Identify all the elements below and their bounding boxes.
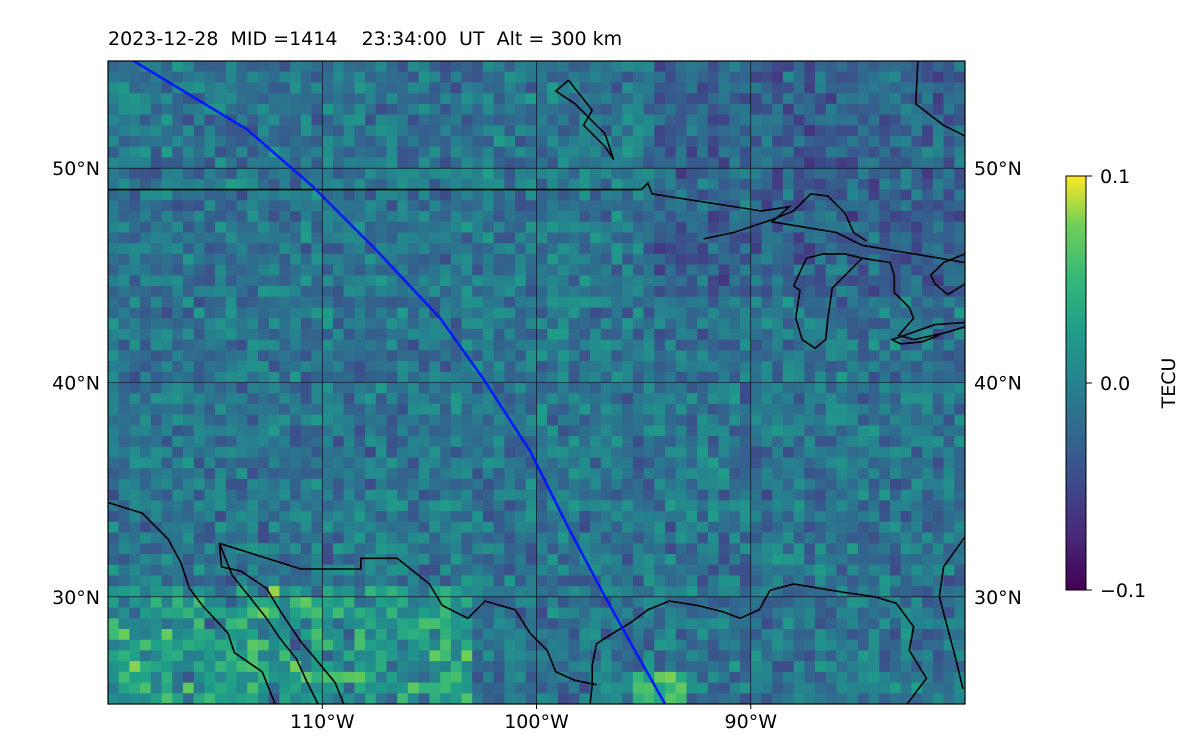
- tec-pixel-grid: [108, 61, 965, 704]
- coastlines: [108, 61, 965, 704]
- coastline-segment: [792, 253, 864, 350]
- lon-tick-label: 90°W: [725, 711, 778, 733]
- lat-tick-label-right: 40°N: [974, 373, 1022, 395]
- map-panel[interactable]: [107, 60, 966, 715]
- map-gridlines: [108, 61, 965, 704]
- coastline-segment: [914, 61, 965, 137]
- coastline-segment: [108, 181, 965, 264]
- colorbar-ticks: 0.1 0.0 −0.1: [1086, 166, 1146, 602]
- figure-title: 2023-12-28 MID =1414 23:34:00 UT Alt = 3…: [108, 28, 623, 50]
- colorbar-gradient: [1065, 175, 1087, 591]
- coastline-segment: [554, 79, 615, 161]
- lat-tick-label-right: 50°N: [974, 158, 1022, 180]
- coastline-segment: [218, 543, 319, 704]
- latitude-ticks: 30°N 30°N 40°N 40°N 50°N 50°N: [52, 158, 1022, 609]
- coastline-segment: [890, 321, 965, 345]
- coastline-segment: [219, 542, 597, 686]
- lon-tick-label: 110°W: [290, 711, 355, 733]
- coastline-segment: [589, 590, 771, 704]
- satellite-track: [133, 61, 667, 704]
- colorbar-tick-label: 0.0: [1100, 373, 1130, 395]
- coastline-segment: [862, 257, 965, 341]
- colorbar-tick-label: −0.1: [1100, 580, 1146, 602]
- colorbar-tick-label: 0.1: [1100, 166, 1130, 188]
- coastline-segment: [769, 583, 928, 704]
- coastline-segment: [218, 543, 345, 704]
- coastline-segment: [108, 501, 276, 704]
- lat-tick-label-left: 30°N: [52, 587, 100, 609]
- lat-tick-label-left: 50°N: [52, 158, 100, 180]
- colorbar-label: TECU: [1158, 358, 1180, 410]
- longitude-ticks: 110°W 100°W 90°W: [290, 704, 777, 733]
- colorbar: 0.1 0.0 −0.1 TECU: [1065, 166, 1180, 602]
- lat-tick-label-left: 40°N: [52, 373, 100, 395]
- coastline-segment: [938, 536, 965, 690]
- coastline-segment: [929, 253, 965, 296]
- lat-tick-label-right: 30°N: [974, 587, 1022, 609]
- coastline-segment: [703, 193, 867, 242]
- lon-tick-label: 100°W: [504, 711, 569, 733]
